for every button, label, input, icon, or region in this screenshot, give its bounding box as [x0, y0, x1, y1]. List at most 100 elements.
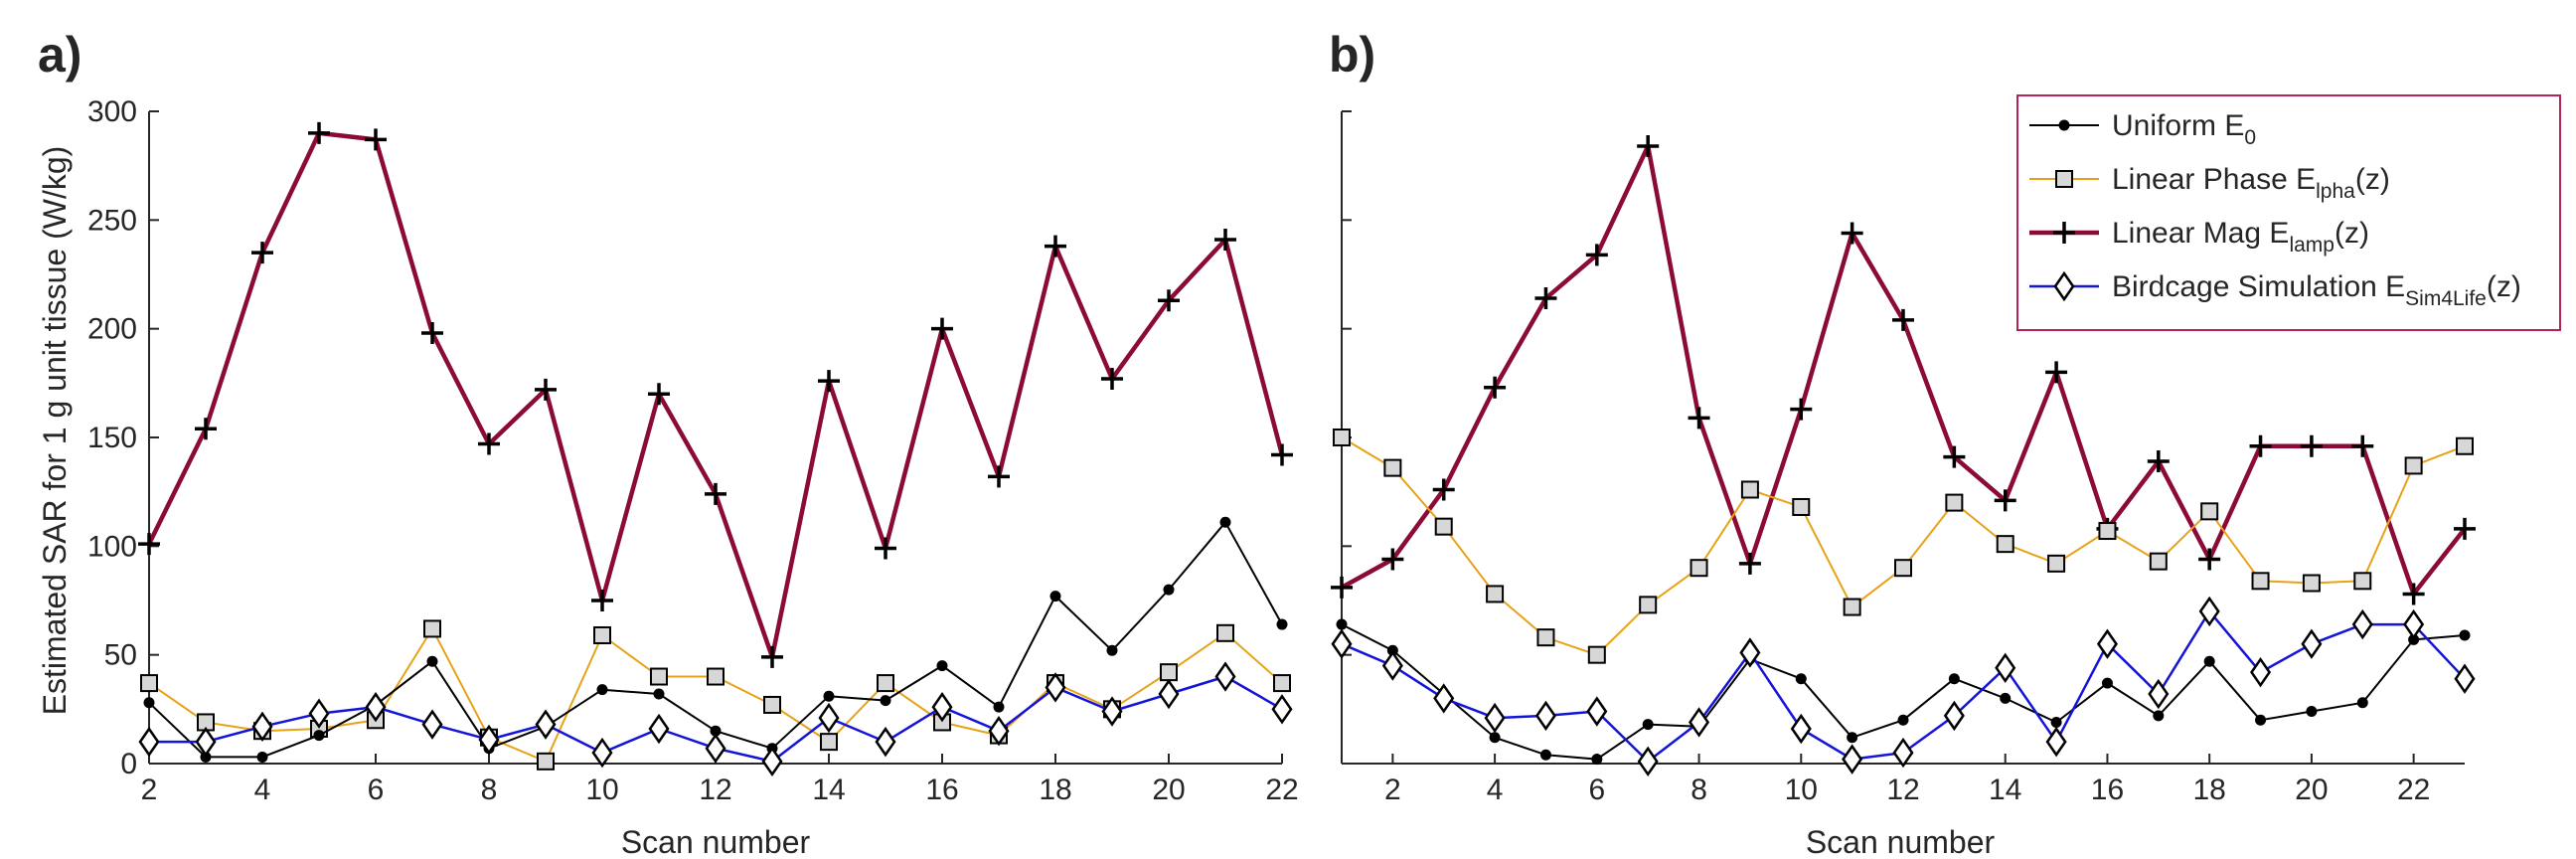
panel-b-birdcage-point: [1586, 696, 1608, 727]
panel-b-linear-mag-point: [1738, 552, 1761, 575]
panel-b-x-tick-label: 2: [1384, 773, 1401, 806]
panel-a-y-tick-label: 300: [87, 95, 137, 128]
panel-a-linear-mag-point: [705, 482, 726, 505]
panel-b-uniform-point: [2459, 629, 2471, 641]
panel-b-birdcage-point: [2301, 628, 2323, 659]
panel-a-uniform-point: [653, 688, 665, 700]
panel-a-x-tick-label: 16: [925, 773, 958, 806]
panel-a-linear-phase-point: [763, 695, 781, 714]
panel-b-linear-phase-point: [1690, 559, 1708, 578]
legend-entry-linear-mag: Linear Mag Elamp(z): [2029, 217, 2369, 257]
panel-a-uniform-point: [1049, 591, 1061, 602]
panel-b-linear-phase-point: [1383, 458, 1402, 477]
panel-a-linear-mag-point: [1101, 367, 1123, 390]
panel-b-x-tick-label: 18: [2192, 773, 2225, 806]
panel-a-birdcage-point: [818, 702, 840, 734]
panel-a-y-tick-label: 150: [87, 422, 137, 454]
panel-b-linear-phase-point: [1333, 429, 1351, 446]
panel-b-linear-phase-line: [1341, 436, 2466, 656]
panel-a-birdcage-point: [195, 726, 217, 758]
panel-a-linear-mag-point: [421, 322, 443, 345]
panel-a-series-linear-phase: [140, 619, 1291, 771]
panel-b-birdcage-point: [1331, 628, 1353, 659]
panel-a-linear-mag-point: [931, 317, 953, 340]
panel-b-birdcage-point: [2250, 656, 2272, 688]
panel-b-linear-phase-point: [2098, 522, 2117, 541]
panel-a-birdcage-point: [1158, 678, 1180, 710]
panel-a-linear-mag-point: [365, 128, 387, 151]
panel-b-uniform-point: [2101, 677, 2113, 689]
panel-b-birdcage-point: [1739, 637, 1761, 668]
panel-a-y-tick-label: 0: [120, 748, 137, 780]
panel-a-linear-mag-point: [648, 383, 670, 406]
panel-b-linear-mag-point: [1688, 407, 1710, 430]
panel-a-birdcage-point: [988, 716, 1010, 747]
panel-b-linear-mag-point: [1585, 244, 1608, 266]
panel-a-linear-mag-point: [1271, 443, 1293, 466]
panel-b-linear-phase-point: [2251, 572, 2270, 591]
panel-b-birdcage-point: [2096, 628, 2118, 659]
panel-a-uniform-point: [1276, 618, 1288, 630]
legend-label: Birdcage Simulation ESim4Life(z): [2112, 270, 2521, 310]
panel-b-linear-phase-point: [1792, 497, 1811, 516]
panel-b-x-tick-label: 8: [1690, 773, 1707, 806]
panel-a-y-tick-label: 100: [87, 530, 137, 563]
panel-b-birdcage-point: [1892, 737, 1914, 769]
panel-b-linear-phase-point: [1587, 645, 1606, 664]
panel-b-linear-phase-point: [2149, 552, 2168, 571]
panel-a-birdcage-point: [705, 733, 726, 764]
panel-a-uniform-point: [823, 690, 835, 702]
legend-box: [2016, 94, 2561, 331]
panel-b-birdcage-point: [2198, 596, 2220, 627]
panel-a-x-tick-label: 18: [1039, 773, 1071, 806]
panel-a-birdcage-point: [761, 746, 783, 777]
panel-a-uniform-point: [1106, 644, 1118, 656]
panel-b-birdcage-point: [2403, 608, 2425, 640]
panel-b-uniform-point: [2000, 692, 2012, 704]
panel-b-birdcage-point: [1995, 652, 2016, 683]
legend-label: Linear Mag Elamp(z): [2112, 217, 2369, 257]
panel-b-birdcage-point: [2148, 678, 2170, 710]
panel-a-uniform-point: [880, 695, 891, 707]
panel-b-linear-phase-point: [2047, 554, 2066, 573]
panel-b-linear-phase-point: [1740, 480, 1759, 499]
panel-a-x-tick-label: 4: [254, 773, 271, 806]
panel-b-uniform-point: [2255, 714, 2267, 726]
panel-b-birdcage-point: [1534, 700, 1556, 732]
panel-b-uniform-point: [1795, 673, 1807, 685]
panel-a-uniform-point: [710, 725, 722, 737]
panel-b-linear-phase-point: [1434, 517, 1453, 536]
panel-b-linear-phase-point: [2456, 436, 2474, 455]
panel-b-linear-mag-point: [2454, 517, 2476, 540]
panel-a-linear-phase-point: [877, 674, 894, 693]
panel-a-uniform-point: [143, 697, 155, 709]
panel-a-x-tick-label: 12: [699, 773, 731, 806]
panel-a-birdcage-point: [365, 691, 387, 723]
panel-a-linear-phase-point: [593, 625, 611, 644]
panel-a-linear-phase-point: [820, 733, 838, 752]
legend-swatch-marker: [2055, 170, 2073, 188]
panel-b-linear-mag-point: [1994, 489, 2016, 512]
panel-b-linear-mag-point: [2249, 434, 2272, 457]
panel-b-uniform-point: [1386, 644, 1398, 656]
panel-b-x-tick-label: 14: [1989, 773, 2021, 806]
panel-b-uniform-point: [1897, 714, 1909, 726]
panel-b-x-tick-label: 20: [2295, 773, 2328, 806]
panel-a-linear-phase-point: [1160, 663, 1178, 682]
panel-a-linear-phase-point: [423, 619, 441, 638]
panel-b-birdcage-point: [1689, 707, 1710, 738]
panel-b-linear-phase-point: [2200, 502, 2219, 521]
panel-a-linear-phase-point: [650, 667, 668, 686]
panel-b-uniform-point: [2356, 697, 2368, 709]
legend-label: Linear Phase Elpha(z): [2112, 163, 2390, 203]
panel-a-linear-mag-point: [1045, 235, 1066, 258]
panel-a-y-axis-title: Estimated SAR for 1 g unit tissue (W/kg): [37, 146, 73, 716]
legend: Uniform E0 Linear Phase Elpha(z) Linear Ma…: [2016, 94, 2561, 331]
panel-a-linear-phase-point: [1216, 623, 1234, 642]
panel-a-series-uniform: [143, 516, 1288, 763]
panel-b-series-birdcage: [1331, 596, 2476, 777]
legend-swatch-marker: [2053, 270, 2075, 302]
panel-b-birdcage-point: [2454, 663, 2476, 694]
